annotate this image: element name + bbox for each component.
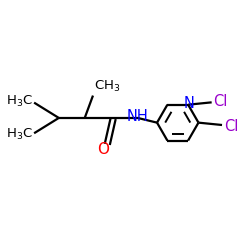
Text: N: N bbox=[183, 96, 194, 112]
Text: H$_3$C: H$_3$C bbox=[6, 94, 33, 109]
Text: O: O bbox=[98, 142, 110, 157]
Text: Cl: Cl bbox=[224, 119, 238, 134]
Text: CH$_3$: CH$_3$ bbox=[94, 79, 120, 94]
Text: H$_3$C: H$_3$C bbox=[6, 127, 33, 142]
Text: Cl: Cl bbox=[214, 94, 228, 109]
Text: NH: NH bbox=[127, 109, 148, 124]
